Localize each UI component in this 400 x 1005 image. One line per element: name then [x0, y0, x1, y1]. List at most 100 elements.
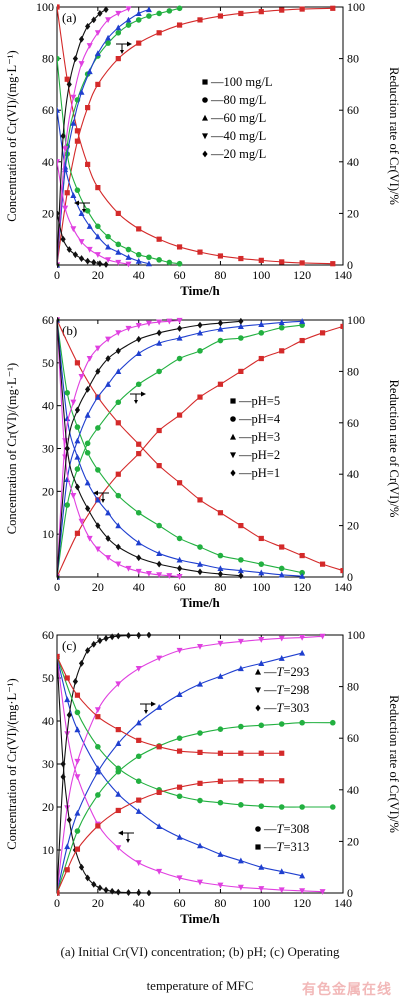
data-point-reduction-60-mg-l [105, 34, 112, 41]
data-point-concentration-t-313 [176, 748, 183, 754]
x-tick-label: 140 [334, 896, 352, 910]
data-point-reduction-60-mg-l [135, 10, 142, 17]
data-point-reduction-t-293 [156, 704, 163, 710]
data-point-reduction-100-mg-l [258, 9, 264, 15]
legend-label: —T=298 [263, 683, 309, 697]
data-point-reduction-t-308 [135, 753, 142, 760]
data-point-reduction-t-293 [135, 719, 142, 726]
x-tick-label: 100 [252, 896, 270, 910]
data-point-reduction-ph-5 [217, 381, 224, 387]
legend-label: —60 mg/L [210, 111, 266, 125]
data-point-reduction-ph-4 [115, 399, 122, 406]
legend-marker [255, 704, 261, 712]
data-point-reduction-t-298 [299, 634, 306, 641]
data-point-reduction-ph-4 [135, 381, 142, 388]
data-point-reduction-t-303 [115, 632, 121, 640]
data-point-concentration-20-mg-l [91, 259, 97, 266]
data-point-reduction-20-mg-l [91, 16, 97, 24]
data-point-concentration-ph-2 [115, 561, 122, 568]
data-point-concentration-t-308 [135, 778, 142, 784]
data-point-concentration-20-mg-l [103, 261, 109, 268]
data-point-reduction-20-mg-l [97, 10, 103, 17]
data-point-concentration-80-mg-l [146, 254, 152, 261]
data-point-concentration-60-mg-l [57, 107, 60, 113]
data-point-concentration-ph-2 [125, 565, 132, 572]
data-point-concentration-40-mg-l [57, 159, 60, 165]
data-point-reduction-t-298 [319, 633, 326, 640]
y-left-tick-label: 80 [42, 52, 54, 66]
data-point-concentration-t-293 [197, 842, 203, 849]
data-point-reduction-ph-4 [217, 337, 224, 344]
data-point-reduction-ph-2 [145, 320, 152, 327]
data-point-concentration-ph-5 [197, 497, 203, 503]
data-point-reduction-ph-1 [197, 321, 203, 329]
plot-frame [56, 319, 344, 578]
data-point-concentration-100-mg-l [57, 4, 60, 10]
data-point-concentration-t-308 [299, 804, 305, 810]
data-point-concentration-ph-2 [86, 535, 93, 542]
x-tick-label: 80 [214, 580, 226, 594]
y-right-tick-label: 60 [347, 103, 359, 117]
y-left-tick-label: 60 [42, 628, 54, 642]
series-line-concentration-t-303 [57, 656, 149, 894]
data-point-concentration-ph-3 [237, 567, 244, 574]
data-point-concentration-t-293 [217, 851, 224, 857]
data-point-concentration-ph-1 [238, 572, 244, 580]
data-point-concentration-80-mg-l [57, 55, 60, 62]
legend: —pH=5 —pH=4 —pH=3 —pH=2 —pH=1 [230, 394, 281, 480]
data-point-concentration-40-mg-l [125, 261, 132, 268]
panel-label: (c) [62, 638, 76, 653]
series-line-reduction-ph-3 [57, 320, 303, 578]
data-point-reduction-20-mg-l [66, 81, 72, 88]
data-point-concentration-40-mg-l [115, 259, 122, 266]
data-point-concentration-t-298 [217, 882, 224, 889]
data-point-concentration-20-mg-l [97, 260, 103, 268]
data-point-concentration-ph-5 [340, 567, 343, 574]
y-left-tick-label: 20 [42, 484, 54, 498]
y-left-tick-label: 30 [42, 442, 54, 456]
data-point-concentration-60-mg-l [70, 192, 77, 198]
data-point-reduction-100-mg-l [279, 7, 285, 13]
left-axis-indicator-arrow [118, 830, 134, 843]
y-left-tick-label: 20 [42, 206, 54, 220]
data-point-concentration-t-298 [319, 889, 326, 895]
data-point-reduction-ph-3 [278, 319, 285, 326]
data-point-reduction-t-313 [176, 784, 183, 790]
data-point-reduction-ph-3 [84, 411, 91, 418]
data-point-reduction-100-mg-l [95, 81, 101, 87]
data-point-reduction-80-mg-l [166, 8, 173, 14]
data-point-reduction-t-303 [136, 632, 142, 639]
watermark: 有色金属在线 [302, 982, 392, 998]
legend-marker [255, 668, 261, 675]
data-point-concentration-ph-1 [95, 522, 101, 529]
y-right-tick-label: 0 [347, 258, 353, 272]
data-point-reduction-ph-5 [74, 530, 81, 536]
data-point-reduction-t-293 [176, 691, 183, 697]
data-point-concentration-ph-2 [156, 572, 163, 579]
data-point-concentration-t-308 [95, 744, 101, 750]
data-point-concentration-ph-3 [74, 453, 81, 460]
data-point-reduction-100-mg-l [197, 17, 203, 23]
y-left-tick-label: 50 [42, 356, 54, 370]
data-point-concentration-t-303 [103, 886, 109, 894]
data-point-reduction-60-mg-l [78, 88, 85, 95]
data-point-reduction-t-308 [74, 828, 81, 834]
x-tick-label: 120 [293, 580, 311, 594]
data-point-concentration-80-mg-l [125, 246, 132, 253]
data-point-reduction-ph-2 [94, 345, 101, 352]
data-point-reduction-ph-2 [176, 317, 183, 324]
data-point-reduction-t-298 [94, 707, 101, 714]
data-point-concentration-100-mg-l [176, 244, 183, 250]
x-tick-label: 60 [174, 580, 186, 594]
data-point-concentration-ph-1 [136, 554, 142, 562]
data-point-reduction-ph-1 [136, 335, 142, 343]
x-axis-label: Time/h [180, 911, 220, 926]
data-point-reduction-60-mg-l [145, 6, 152, 13]
data-point-concentration-t-298 [197, 879, 203, 886]
y-left-tick-label: 100 [36, 0, 54, 14]
x-tick-label: 120 [293, 896, 311, 910]
data-point-concentration-t-293 [299, 872, 306, 879]
data-point-reduction-40-mg-l [94, 30, 101, 36]
data-point-concentration-t-298 [299, 888, 306, 895]
data-point-reduction-ph-3 [258, 321, 265, 327]
